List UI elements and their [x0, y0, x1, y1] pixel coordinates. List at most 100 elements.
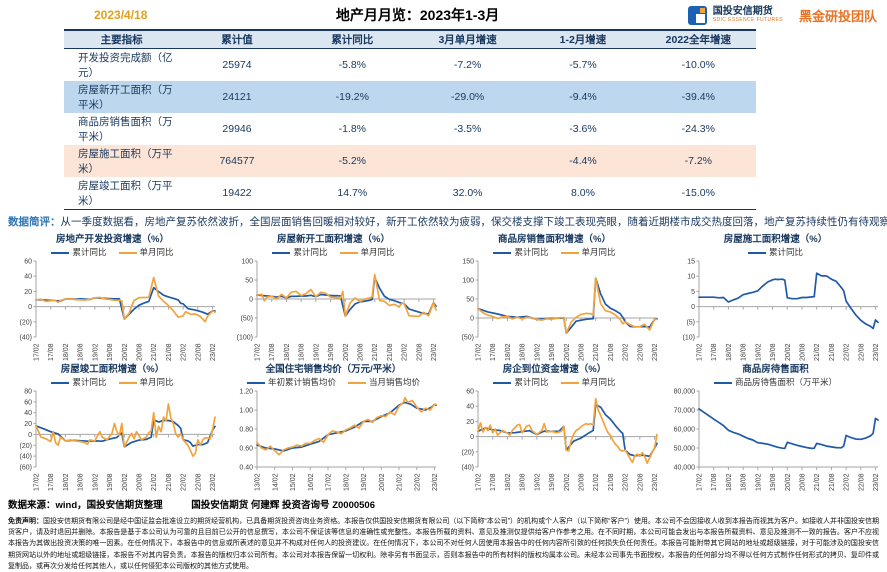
legend-label: 单月同比: [582, 377, 616, 387]
legend-item: 当月销售均价: [348, 376, 420, 388]
svg-text:19/08: 19/08: [107, 343, 114, 361]
svg-text:22/08: 22/08: [858, 343, 865, 361]
chart-legend: 商品房待售面积（万平米）: [665, 376, 886, 388]
svg-text:19/02: 19/02: [755, 473, 762, 491]
svg-text:22/08: 22/08: [195, 343, 202, 361]
svg-text:21/02: 21/02: [372, 343, 379, 361]
chart-title: 商品房销售面积增速（%）: [444, 233, 665, 246]
row-growth-value: -7.2%: [410, 49, 525, 82]
legend-item: 累计同比: [51, 376, 106, 388]
svg-text:19/02: 19/02: [534, 343, 541, 361]
svg-text:20/02: 20/02: [343, 343, 350, 361]
svg-text:22/02: 22/02: [414, 473, 421, 491]
svg-text:17/08: 17/08: [48, 343, 55, 361]
legend-line-swatch: [748, 252, 766, 255]
svg-text:(60): (60): [20, 465, 32, 472]
svg-text:(50): (50): [241, 316, 253, 323]
data-comment: 数据简评：从一季度数据看，房地产复苏依然波折，全国层面销售回暖相对较好，新开工依…: [8, 215, 879, 229]
column-header: 3月单月增速: [410, 30, 525, 49]
svg-text:21/08: 21/08: [608, 343, 615, 361]
svg-text:21/02: 21/02: [593, 473, 600, 491]
chart-legend: 累计同比 单月同比: [444, 246, 665, 258]
svg-text:19/08: 19/08: [770, 473, 777, 491]
svg-text:0.60: 0.60: [239, 446, 253, 453]
svg-text:21/08: 21/08: [829, 473, 836, 491]
analyst-info: 国投安信期货 何建辉 投资咨询号 Z0000506: [191, 500, 375, 511]
legend-line-swatch: [51, 382, 69, 385]
svg-text:18/08: 18/08: [299, 343, 306, 361]
legend-line-swatch: [714, 382, 732, 385]
chart-title: 房地产开发投资增速（%）: [2, 233, 223, 246]
svg-text:20: 20: [466, 419, 474, 426]
svg-text:18/02: 18/02: [343, 473, 350, 491]
svg-text:23/02: 23/02: [652, 473, 659, 491]
svg-text:20/08: 20/08: [799, 343, 806, 361]
svg-text:19/08: 19/08: [107, 473, 114, 491]
table-body: 开发投资完成额（亿元）25974-5.8%-7.2%-5.7%-10.0%房屋新…: [64, 49, 756, 210]
chart-title: 全国住宅销售均价（万元/平米）: [223, 363, 444, 376]
row-growth-value: -39.4%: [641, 81, 756, 113]
svg-text:40: 40: [24, 410, 32, 417]
legend-item: 累计同比: [493, 376, 548, 388]
svg-text:0: 0: [28, 432, 32, 439]
svg-text:20/08: 20/08: [357, 343, 364, 361]
row-growth-value: 8.0%: [525, 177, 640, 210]
svg-text:20/08: 20/08: [578, 343, 585, 361]
svg-text:23/02: 23/02: [431, 343, 438, 361]
team-name: 黑金研投团队: [799, 6, 877, 25]
row-label: 商品房销售面积（万平米）: [64, 113, 179, 145]
legend-label: 累计同比: [769, 247, 803, 257]
legend-label: 当月销售均价: [369, 377, 420, 387]
legend-item: 累计同比: [272, 246, 327, 258]
legend-line-swatch: [561, 252, 579, 255]
svg-text:10: 10: [687, 274, 695, 281]
company-name-en: SDIC ESSENCE FUTURES: [713, 18, 783, 23]
svg-text:23/02: 23/02: [210, 473, 217, 491]
legend-item: 单月同比: [340, 246, 395, 258]
svg-text:14/02: 14/02: [272, 473, 279, 491]
row-cumulative-value: 19422: [179, 177, 294, 210]
data-source-line: 数据来源：wind，国投安信期货整理 国投安信期货 何建辉 投资咨询号 Z000…: [8, 497, 879, 511]
legend-label: 累计同比: [514, 247, 548, 257]
comment-text: 从一季度数据看，房地产复苏依然波折，全国层面销售回暖相对较好，新开工依然较为疲弱…: [61, 216, 887, 228]
svg-text:17/08: 17/08: [711, 473, 718, 491]
row-growth-value: -24.3%: [641, 113, 756, 145]
legend-label: 单月同比: [140, 377, 174, 387]
row-label: 房屋施工面积（万平米）: [64, 145, 179, 177]
legend-line-swatch: [272, 252, 290, 255]
legend-line-swatch: [340, 252, 358, 255]
chart-legend: 累计同比 单月同比: [444, 376, 665, 388]
legend-item: 单月同比: [119, 246, 174, 258]
row-growth-value: 32.0%: [410, 177, 525, 210]
legend-label: 累计同比: [72, 247, 106, 257]
svg-text:22/02: 22/02: [623, 473, 630, 491]
svg-text:5: 5: [691, 289, 695, 296]
legend-line-swatch: [51, 252, 69, 255]
row-growth-value: -3.5%: [410, 113, 525, 145]
svg-text:21/08: 21/08: [608, 473, 615, 491]
column-header: 累计值: [179, 30, 294, 49]
svg-text:100: 100: [241, 259, 253, 266]
svg-text:(10): (10): [683, 335, 695, 342]
svg-text:22/08: 22/08: [416, 343, 423, 361]
svg-text:0: 0: [470, 434, 474, 441]
svg-text:0: 0: [470, 316, 474, 323]
table-row: 商品房销售面积（万平米）29946-1.8%-3.5%-3.6%-24.3%: [64, 113, 756, 145]
svg-text:20/02: 20/02: [122, 343, 129, 361]
svg-text:18/08: 18/08: [741, 343, 748, 361]
svg-text:22/02: 22/02: [181, 343, 188, 361]
legend-label: 单月同比: [582, 247, 616, 257]
svg-text:21/08: 21/08: [387, 343, 394, 361]
svg-text:19/08: 19/08: [328, 343, 335, 361]
chart-legend: 累计同比 单月同比: [2, 376, 223, 388]
svg-text:20: 20: [24, 421, 32, 428]
svg-text:20/02: 20/02: [379, 473, 386, 491]
svg-text:22/02: 22/02: [844, 343, 851, 361]
svg-text:22/08: 22/08: [858, 473, 865, 491]
